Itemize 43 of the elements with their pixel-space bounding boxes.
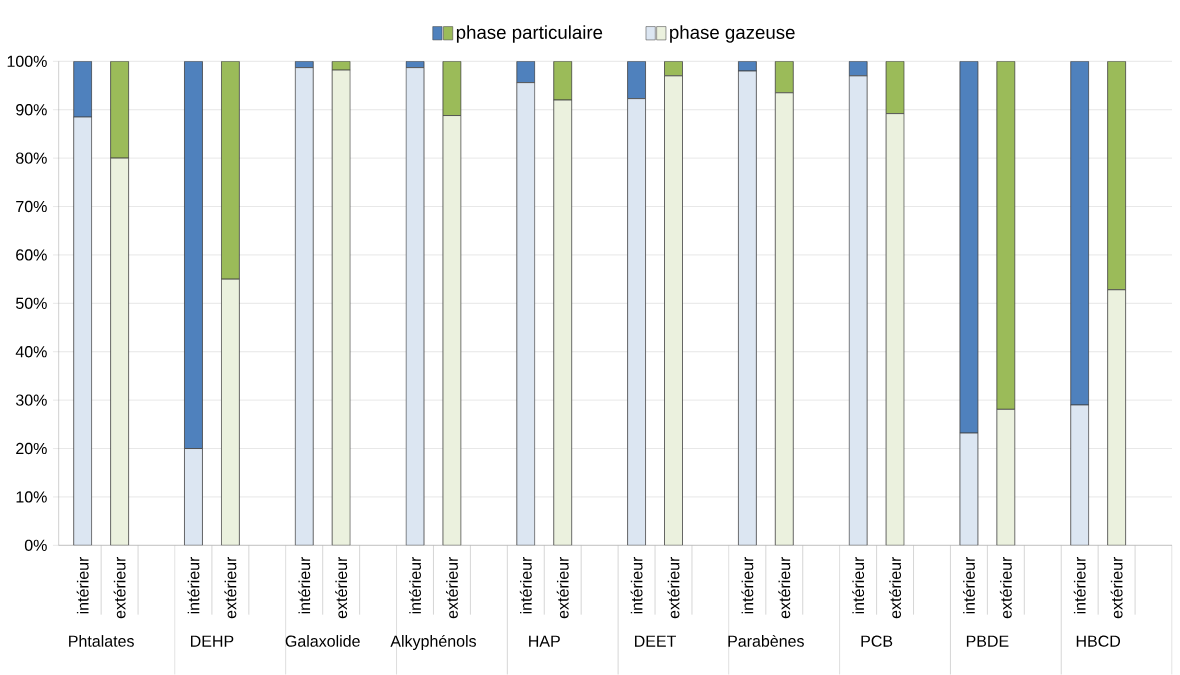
x-tick-label: intérieur — [852, 557, 865, 614]
y-tick-label: 100% — [7, 55, 47, 68]
text: Galaxolide — [285, 635, 360, 647]
x-tick-label: extérieur — [113, 557, 126, 619]
x-tick-label: extérieur — [667, 557, 680, 619]
x-tick-label: extérieur — [556, 557, 569, 619]
x-tick-label: extérieur — [445, 557, 458, 619]
text: PBDE — [966, 635, 1009, 647]
text: Alkyphénols — [390, 635, 477, 651]
x-tick-label: extérieur — [999, 557, 1012, 619]
text: DEHP — [191, 635, 234, 647]
x-tick-label: extérieur — [889, 557, 902, 619]
x-tick-label: intérieur — [298, 557, 311, 614]
y-tick-label: 80% — [16, 152, 47, 164]
text: HBCD — [1076, 635, 1121, 647]
text: PCB — [861, 635, 893, 647]
text: Parabènes — [728, 635, 804, 647]
y-tick-label: 20% — [16, 443, 47, 455]
y-tick-label: 70% — [16, 201, 47, 213]
x-tick-label: intérieur — [519, 557, 532, 614]
x-tick-label: extérieur — [1110, 557, 1123, 619]
x-tick-label: intérieur — [187, 557, 200, 614]
x-tick-label: intérieur — [741, 557, 754, 614]
x-tick-label: intérieur — [1073, 557, 1086, 614]
legend-label: phase gazeuse — [670, 25, 795, 43]
y-tick-label: 50% — [16, 297, 47, 310]
x-tick-label: extérieur — [778, 557, 791, 619]
legend-label: phase particulaire — [456, 25, 603, 43]
y-tick-label: 0% — [24, 539, 47, 552]
y-tick-label: 30% — [15, 394, 47, 406]
text: HAP — [529, 635, 560, 647]
y-tick-label: 10% — [16, 491, 47, 503]
y-tick-label: 60% — [16, 249, 47, 261]
x-tick-label: intérieur — [76, 557, 89, 614]
text: Phtalates — [69, 635, 134, 647]
y-tick-label: 90% — [16, 104, 47, 116]
x-tick-label: extérieur — [224, 557, 237, 619]
y-tick-label: 40% — [15, 346, 47, 358]
x-tick-label: intérieur — [630, 557, 643, 614]
x-tick-label: intérieur — [409, 557, 421, 614]
x-tick-label: extérieur — [335, 557, 348, 619]
text: DEET — [635, 635, 677, 647]
x-tick-label: intérieur — [962, 557, 975, 614]
